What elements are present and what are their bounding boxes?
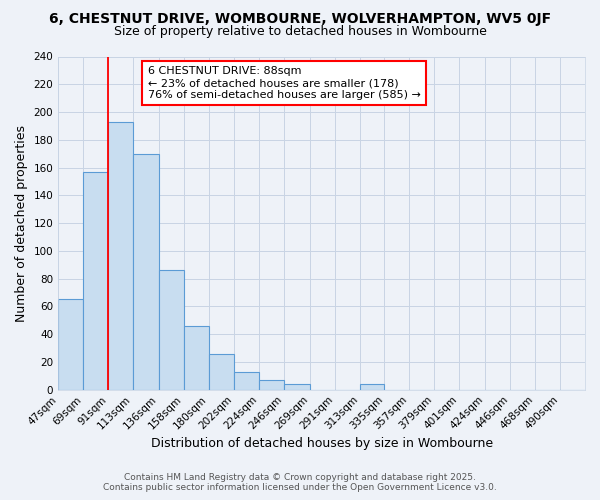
Bar: [83, 172, 108, 390]
Bar: [259, 380, 284, 390]
Bar: [234, 372, 259, 390]
Text: Contains HM Land Registry data © Crown copyright and database right 2025.
Contai: Contains HM Land Registry data © Crown c…: [103, 473, 497, 492]
Bar: [133, 154, 159, 390]
Bar: [184, 326, 209, 390]
Y-axis label: Number of detached properties: Number of detached properties: [15, 124, 28, 322]
Bar: [159, 270, 184, 390]
Bar: [209, 354, 234, 390]
Bar: [58, 300, 83, 390]
X-axis label: Distribution of detached houses by size in Wombourne: Distribution of detached houses by size …: [151, 437, 493, 450]
Text: 6, CHESTNUT DRIVE, WOMBOURNE, WOLVERHAMPTON, WV5 0JF: 6, CHESTNUT DRIVE, WOMBOURNE, WOLVERHAMP…: [49, 12, 551, 26]
Bar: [108, 122, 133, 390]
Bar: [284, 384, 310, 390]
Text: 6 CHESTNUT DRIVE: 88sqm
← 23% of detached houses are smaller (178)
76% of semi-d: 6 CHESTNUT DRIVE: 88sqm ← 23% of detache…: [148, 66, 421, 100]
Text: Size of property relative to detached houses in Wombourne: Size of property relative to detached ho…: [113, 25, 487, 38]
Bar: [359, 384, 385, 390]
